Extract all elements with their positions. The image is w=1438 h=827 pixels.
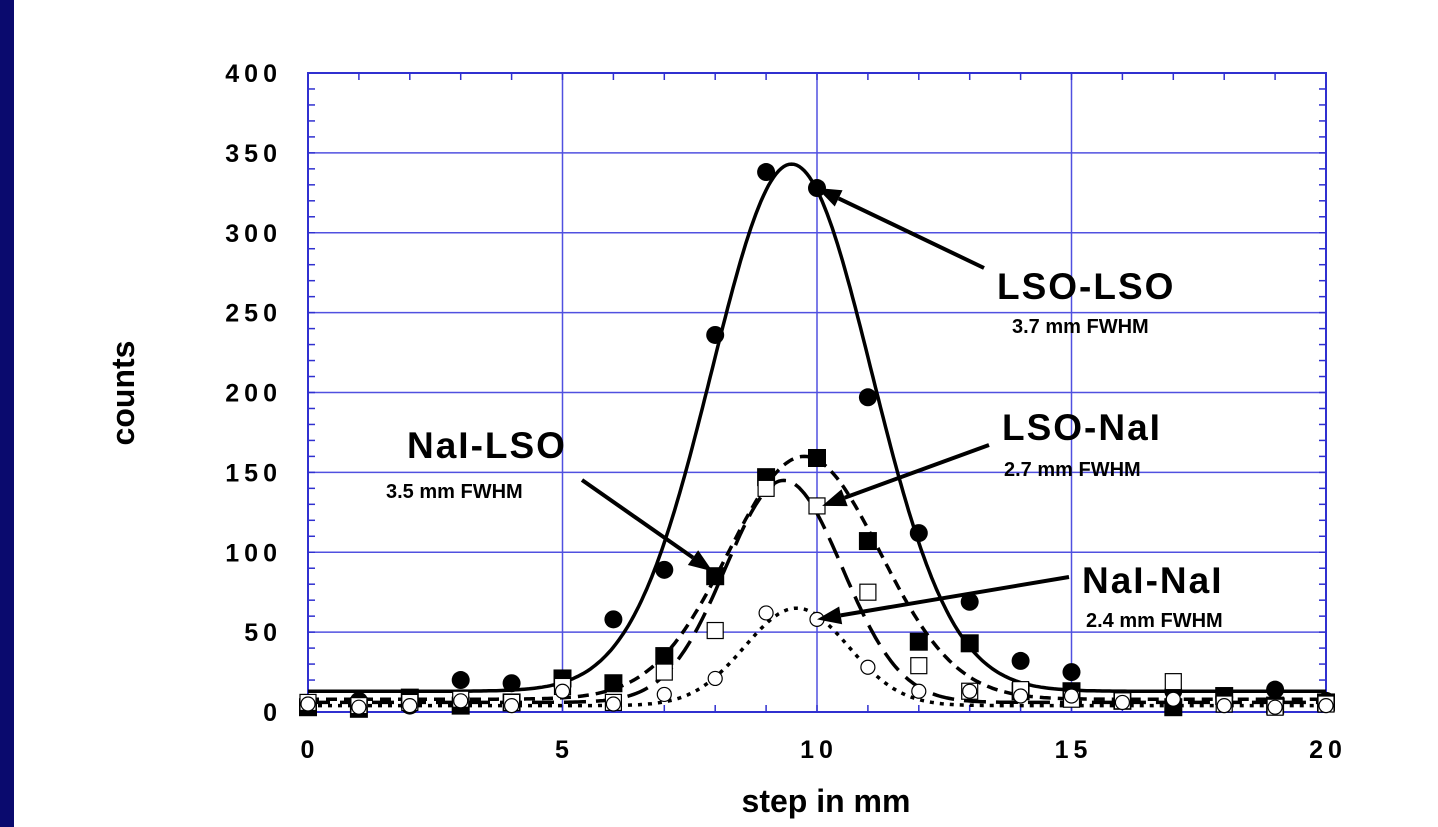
marker-lso-nai [655,663,673,681]
y-tick-label: 400 [225,60,282,88]
marker-lso-lso [1266,680,1285,699]
annotation-lso-nai-label: LSO-NaI [1002,407,1162,448]
marker-nai-nai [1216,698,1232,714]
y-tick-label: 200 [225,380,282,408]
marker-nai-nai [300,696,316,712]
annotation-nai-nai-fwhm: 2.4 mm FWHM [1086,610,1223,632]
marker-nai-nai [758,605,774,621]
arrow-lso-lso [837,196,985,270]
marker-nai-nai [962,683,978,699]
marker-lso-lso [502,674,521,693]
annotation-lso-lso-label: LSO-LSO [997,266,1175,307]
data-markers [299,163,1335,718]
marker-nai-lso [960,634,979,653]
marker-nai-nai [504,698,520,714]
marker-nai-nai [656,686,672,703]
x-tick-label: 20 [1309,736,1347,764]
slide-background: 0 5 10 15 20 0 50 100 150 200 250 300 350 400 step i… [14,0,1438,827]
marker-lso-nai [1164,673,1182,691]
fwhm-chart: 0 5 10 15 20 0 50 100 150 200 250 300 350 400 step i… [105,60,1347,819]
marker-nai-nai [911,683,927,699]
y-tick-label: 100 [225,539,282,567]
marker-nai-nai [860,659,876,675]
y-tick-label: 300 [225,220,282,248]
marker-nai-nai [707,670,723,687]
arrowhead-nai-lso [687,550,713,572]
annotation-nai-nai-label: NaI-NaI [1082,560,1223,601]
marker-nai-nai [605,696,622,712]
y-tick-label: 150 [225,459,282,487]
y-tick-label: 250 [225,300,282,328]
marker-nai-nai [1267,699,1283,715]
annotation-nai-lso-label: NaI-LSO [407,425,567,466]
fit-curve-nai-lso [308,454,1326,701]
marker-lso-lso [757,163,776,182]
plot-frame [307,72,1327,713]
arrow-nai-nai [840,575,1070,618]
marker-nai-lso [808,448,826,467]
y-tick-label: 0 [263,699,282,727]
marker-nai-nai [402,698,418,714]
x-tick-label: 0 [301,736,320,764]
marker-nai-nai [1114,694,1131,711]
marker-lso-lso [1011,651,1030,670]
arrowhead-lso-nai [822,489,848,507]
marker-nai-lso [604,674,623,693]
marker-lso-nai [757,479,775,497]
marker-nai-nai [1063,688,1080,704]
x-tick-labels: 0 5 10 15 20 [301,736,1347,764]
marker-nai-lso [858,532,877,551]
arrow-lso-nai [843,443,990,500]
marker-lso-nai [859,583,877,601]
y-axis-title: counts [105,341,141,446]
marker-lso-nai [910,657,928,675]
marker-nai-nai [1318,698,1334,714]
marker-nai-lso [909,632,928,651]
annotation-nai-lso-fwhm: 3.5 mm FWHM [386,481,523,503]
marker-nai-nai [1012,688,1029,704]
arrow-nai-lso [580,478,695,560]
marker-lso-lso [655,560,674,579]
annotation-arrows [580,188,1070,625]
marker-lso-lso [909,524,928,543]
x-tick-label: 10 [800,736,838,764]
marker-lso-lso [858,388,877,407]
y-tick-label: 350 [225,140,282,168]
x-axis-title: step in mm [742,783,911,819]
arrowhead-lso-lso [817,188,843,207]
marker-nai-nai [1165,691,1181,707]
marker-nai-nai [453,693,469,709]
marker-lso-lso [451,671,470,690]
marker-nai-nai [554,683,571,699]
marker-lso-lso [604,610,623,629]
marker-nai-nai [351,699,367,715]
annotation-lso-lso-fwhm: 3.7 mm FWHM [1012,316,1149,338]
annotation-lso-nai-fwhm: 2.7 mm FWHM [1004,459,1141,481]
y-tick-labels: 0 50 100 150 200 250 300 350 400 [225,60,282,727]
marker-nai-lso [655,647,674,666]
marker-lso-lso [1062,663,1081,682]
x-tick-label: 15 [1055,736,1093,764]
marker-nai-lso [706,567,725,586]
arrowhead-nai-nai [817,606,843,625]
marker-lso-nai [706,621,724,640]
marker-lso-lso [706,325,725,344]
y-tick-label: 50 [244,619,282,647]
marker-lso-lso [960,592,979,611]
x-tick-label: 5 [555,736,574,764]
